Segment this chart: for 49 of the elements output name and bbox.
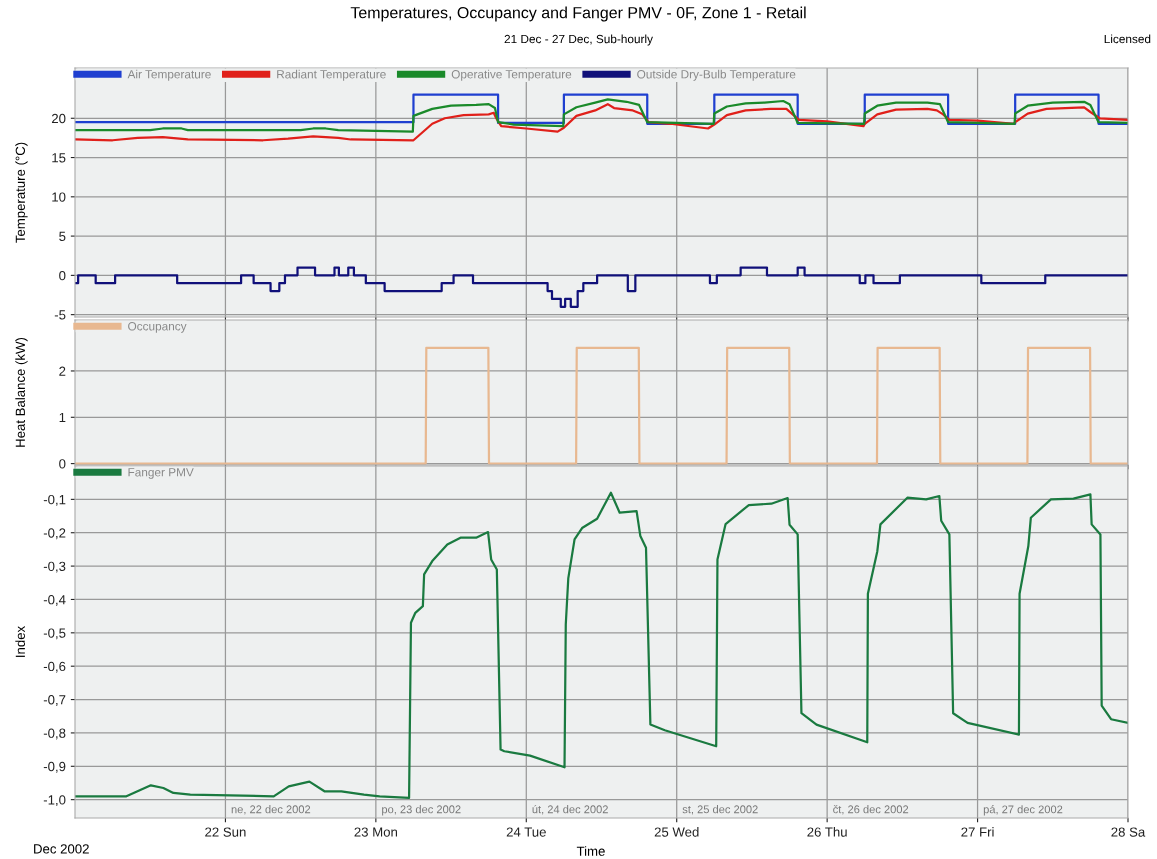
- annotation: po, 23 dec 2002: [382, 805, 461, 816]
- y-axis-title: Heat Balance (kW): [15, 337, 28, 447]
- y-tick-label: 0: [59, 270, 66, 281]
- y-tick-label: 10: [52, 192, 66, 202]
- annotation: út, 24 dec 2002: [532, 804, 608, 815]
- line-series: [75, 491, 1128, 800]
- line-series: [75, 98, 1128, 133]
- y-tick-label: -5: [54, 310, 66, 320]
- annotation: pá, 27 dec 2002: [983, 805, 1063, 816]
- legend-label: Fanger PMV: [128, 468, 194, 479]
- chart-subtitle: 21 Dec - 27 Dec, Sub-hourly: [504, 34, 653, 46]
- y-axis-title: Index: [15, 626, 26, 657]
- x-tick-label: 22 Sun: [205, 827, 246, 837]
- y-tick-label: 2: [59, 366, 66, 376]
- legend-label: Occupancy: [128, 322, 187, 333]
- y-tick-label: -0,8: [43, 728, 66, 740]
- y-tick-label: 5: [59, 231, 66, 242]
- y-tick-label: -1,0: [43, 795, 66, 807]
- legend-label: Radiant Temperature: [277, 69, 386, 81]
- annotation: ne, 22 dec 2002: [231, 805, 311, 815]
- chart-title: Temperatures, Occupancy and Fanger PMV - 0F, Zone 1 - Retail: [350, 6, 806, 22]
- text: Dec 2002: [34, 844, 89, 854]
- x-tick-label: 25 Wed: [654, 827, 699, 837]
- y-tick-label: -0,1: [43, 494, 66, 506]
- legend-label: Outside Dry-Bulb Temperature: [637, 69, 796, 81]
- x-tick-label: 24 Tue: [506, 827, 546, 837]
- y-tick-label: 1: [59, 412, 66, 423]
- x-axis-title: Time: [576, 846, 605, 856]
- y-tick-label: 20: [51, 113, 66, 124]
- y-tick-label: -0,7: [43, 695, 66, 707]
- y-tick-label: 15: [52, 153, 66, 163]
- y-tick-label: -0,4: [43, 595, 66, 606]
- annotation: st, 25 dec 2002: [682, 805, 758, 815]
- legend-label: Air Temperature: [127, 69, 211, 81]
- y-axis-title: Temperature (°C): [15, 142, 28, 243]
- legend-label: Operative Temperature: [451, 69, 572, 81]
- x-tick-label: 23 Mon: [354, 827, 398, 837]
- y-tick-label: -0,9: [43, 761, 66, 773]
- x-tick-label: 27 Fri: [961, 827, 994, 837]
- annotation: čt, 26 dec 2002: [833, 805, 909, 815]
- y-tick-label: -0,5: [43, 628, 66, 640]
- line-series: [75, 103, 1128, 142]
- text: Licensed: [1104, 34, 1151, 44]
- x-tick-label: 28 Sa: [1111, 827, 1146, 837]
- y-tick-label: 0: [59, 459, 66, 469]
- y-tick-label: -0,3: [43, 561, 66, 573]
- x-tick-label: 26 Thu: [807, 827, 847, 837]
- y-tick-label: -0,6: [43, 661, 66, 673]
- y-tick-label: -0,2: [43, 528, 66, 540]
